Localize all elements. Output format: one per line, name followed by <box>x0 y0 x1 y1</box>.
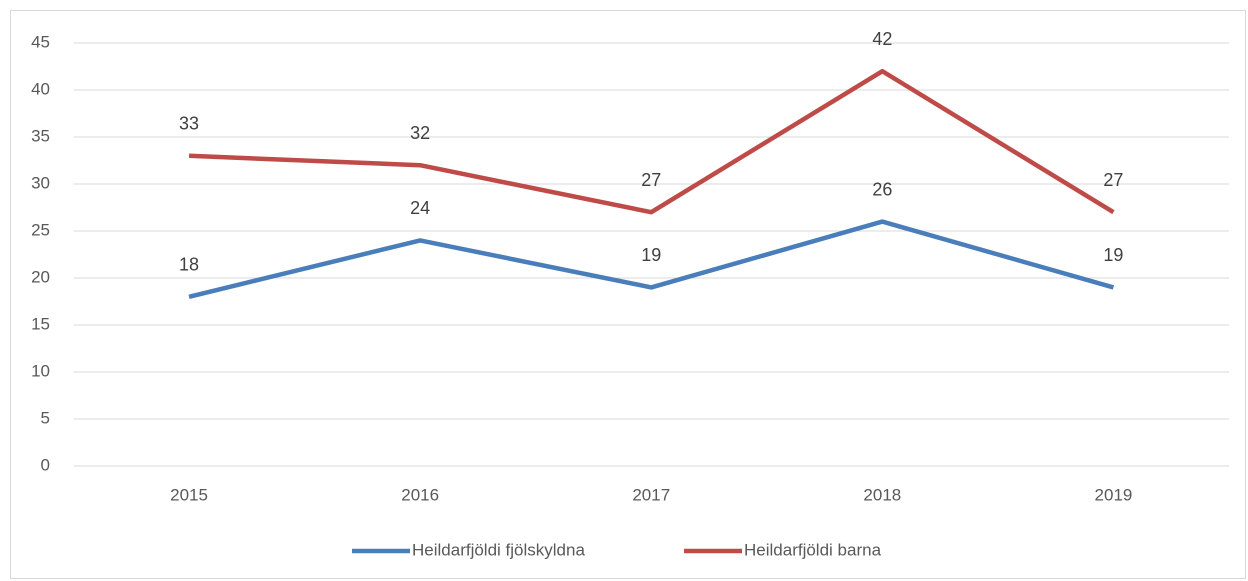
data-label: 33 <box>179 114 199 134</box>
series-line <box>188 219 1115 299</box>
y-tick-label: 20 <box>31 267 50 286</box>
x-tick-label: 2019 <box>1095 485 1133 504</box>
y-tick-label: 5 <box>41 408 50 427</box>
y-tick-label: 15 <box>31 314 50 333</box>
y-tick-label: 40 <box>31 79 50 98</box>
data-label: 18 <box>179 255 199 275</box>
y-tick-label: 25 <box>31 220 50 239</box>
data-label: 27 <box>1103 170 1123 190</box>
y-tick-label: 30 <box>31 173 50 192</box>
series-line <box>188 68 1115 215</box>
data-label: 19 <box>1103 245 1123 265</box>
y-tick-label: 0 <box>41 455 50 474</box>
x-tick-label: 2017 <box>632 485 670 504</box>
data-label: 24 <box>410 198 430 218</box>
legend-label: Heildarfjöldi fjölskyldna <box>412 540 585 559</box>
x-tick-label: 2015 <box>170 485 208 504</box>
x-tick-label: 2016 <box>401 485 439 504</box>
y-tick-label: 45 <box>31 32 50 51</box>
data-label: 19 <box>641 245 661 265</box>
data-label: 27 <box>641 170 661 190</box>
y-tick-label: 35 <box>31 126 50 145</box>
data-label: 32 <box>410 123 430 143</box>
legend-label: Heildarfjöldi barna <box>744 540 882 559</box>
data-label: 26 <box>872 179 892 199</box>
chart-border <box>10 10 1246 579</box>
x-tick-label: 2018 <box>863 485 901 504</box>
y-tick-label: 10 <box>31 361 50 380</box>
data-label: 42 <box>872 29 892 49</box>
